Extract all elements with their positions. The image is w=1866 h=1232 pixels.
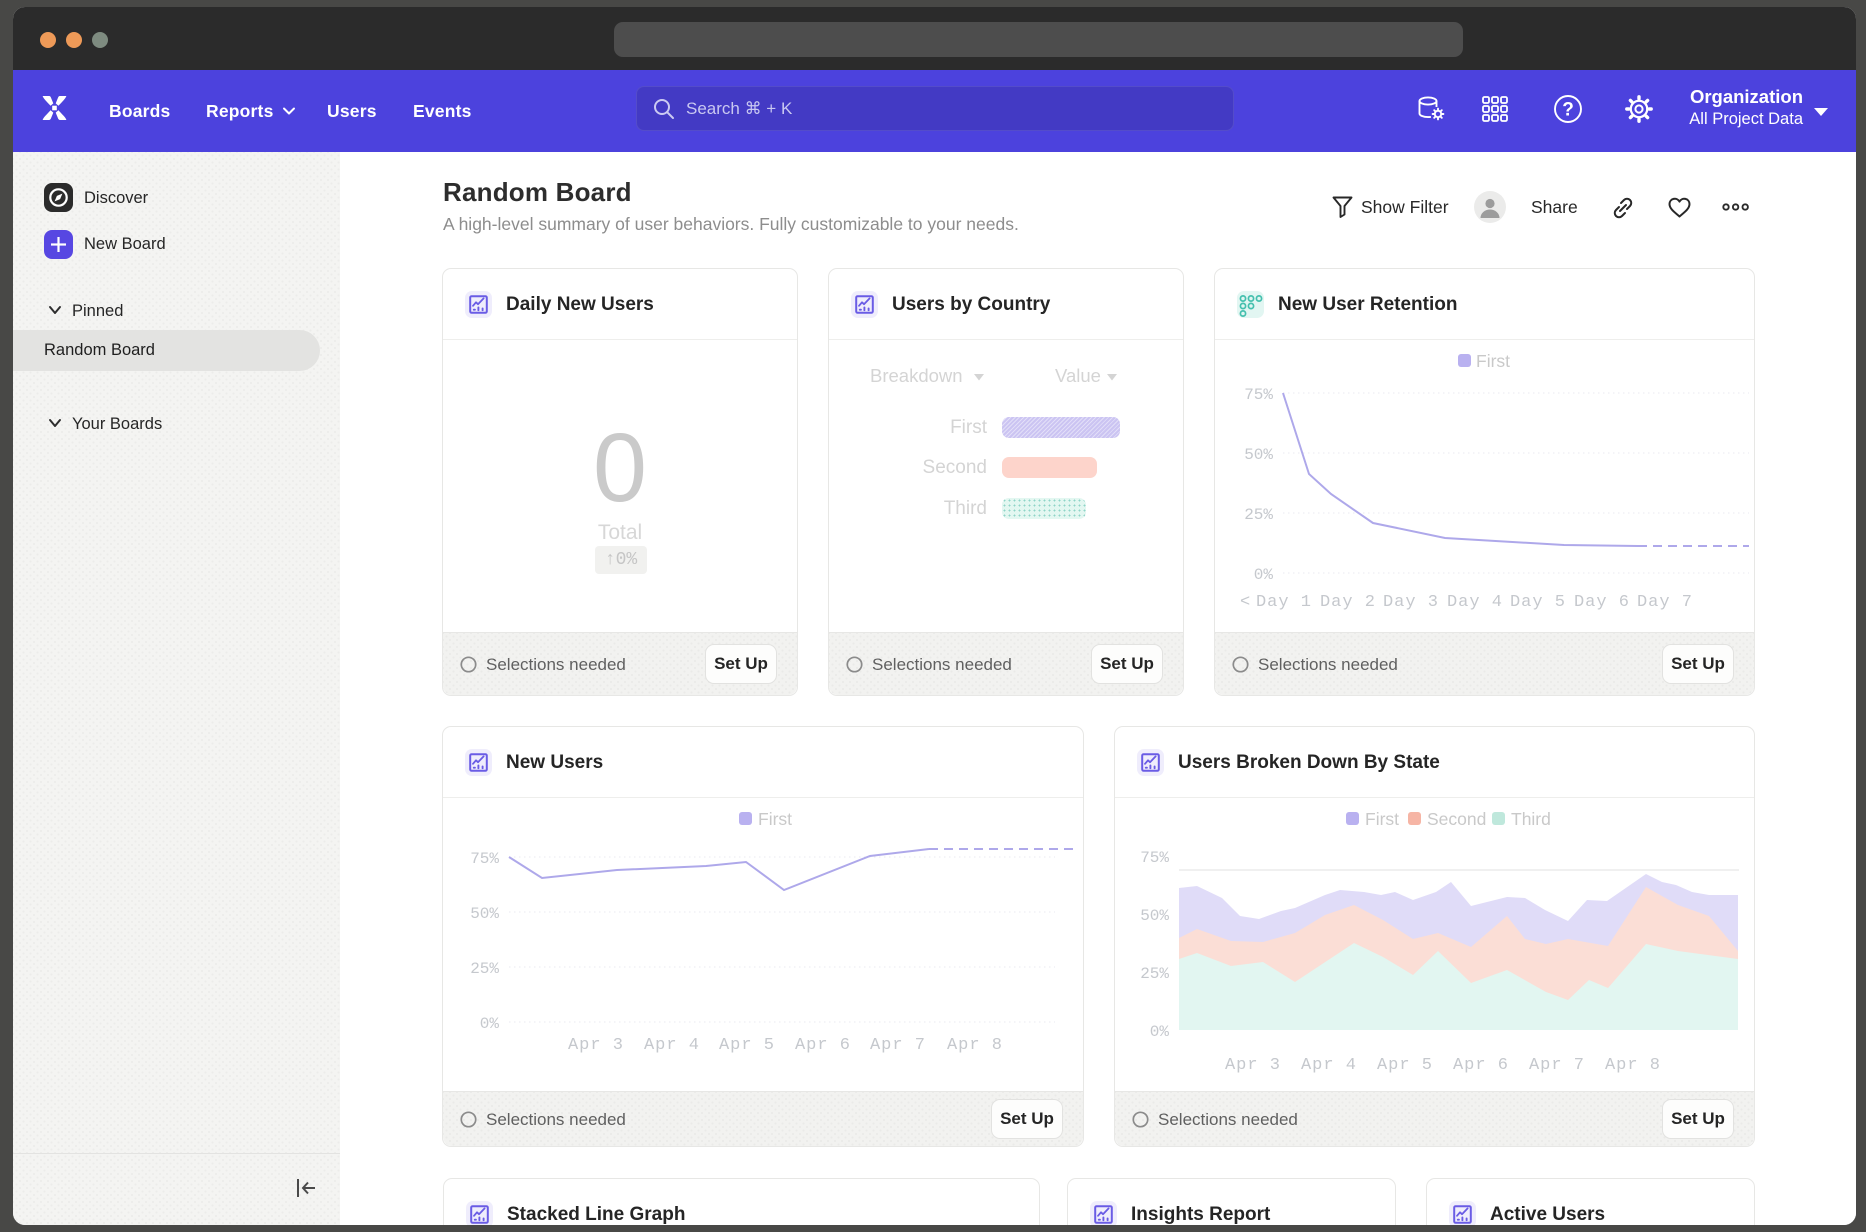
svg-text:Apr 3: Apr 3: [1225, 1056, 1281, 1075]
svg-text:Apr 5: Apr 5: [719, 1036, 775, 1055]
svg-text:0%: 0%: [1254, 566, 1274, 584]
svg-text:Apr 3: Apr 3: [568, 1036, 624, 1055]
svg-text:Apr 4: Apr 4: [644, 1036, 700, 1055]
svg-text:75%: 75%: [1140, 849, 1169, 867]
svg-text:25%: 25%: [1140, 965, 1169, 983]
svg-text:0%: 0%: [1150, 1023, 1170, 1041]
svg-text:Apr 6: Apr 6: [795, 1036, 851, 1055]
svg-text:75%: 75%: [1244, 386, 1273, 404]
svg-text:Day 2: Day 2: [1320, 593, 1376, 612]
svg-text:Day 7: Day 7: [1637, 593, 1693, 612]
svg-text:50%: 50%: [1140, 907, 1169, 925]
svg-text:Apr 5: Apr 5: [1377, 1056, 1433, 1075]
svg-text:Apr 8: Apr 8: [947, 1036, 1003, 1055]
svg-text:?: ?: [1562, 100, 1574, 121]
svg-text:Apr 8: Apr 8: [1605, 1056, 1661, 1075]
svg-text:Day 4: Day 4: [1447, 593, 1503, 612]
svg-text:25%: 25%: [470, 960, 499, 978]
svg-text:Day 3: Day 3: [1383, 593, 1439, 612]
svg-text:50%: 50%: [1244, 446, 1273, 464]
svg-text:Apr 4: Apr 4: [1301, 1056, 1357, 1075]
svg-text:Apr 6: Apr 6: [1453, 1056, 1509, 1075]
svg-text:Day 6: Day 6: [1574, 593, 1630, 612]
svg-text:25%: 25%: [1244, 506, 1273, 524]
svg-text:Day 1: Day 1: [1256, 593, 1312, 612]
svg-text:<: <: [1240, 593, 1250, 612]
svg-text:75%: 75%: [470, 850, 499, 868]
svg-text:Day 5: Day 5: [1510, 593, 1566, 612]
svg-text:0%: 0%: [480, 1015, 500, 1033]
svg-text:50%: 50%: [470, 905, 499, 923]
svg-text:Apr 7: Apr 7: [1529, 1056, 1585, 1075]
svg-text:Apr 7: Apr 7: [870, 1036, 926, 1055]
